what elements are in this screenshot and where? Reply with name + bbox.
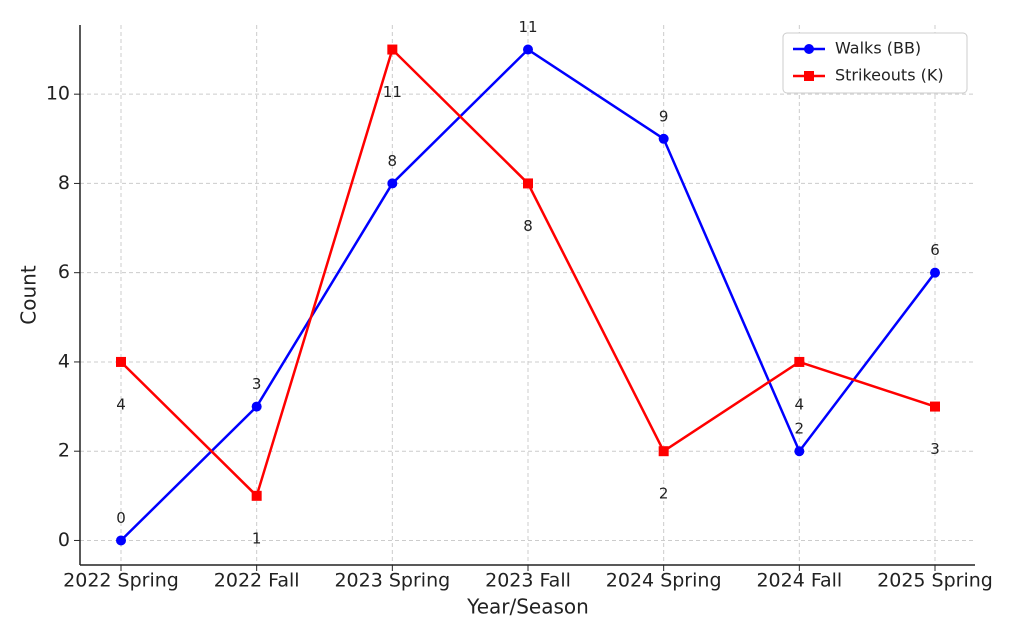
x-tick-label: 2022 Fall	[214, 570, 300, 592]
x-tick-label: 2023 Fall	[485, 570, 571, 592]
data-label: 8	[523, 217, 533, 235]
data-label: 9	[659, 107, 669, 125]
x-tick-label: 2024 Fall	[756, 570, 842, 592]
y-tick-label: 8	[58, 172, 70, 194]
point	[794, 446, 805, 457]
data-label: 4	[116, 395, 126, 413]
x-axis-title: Year/Season	[466, 595, 589, 619]
point	[116, 356, 126, 367]
y-tick-label: 10	[46, 83, 70, 105]
data-label: 2	[795, 420, 805, 438]
point	[804, 44, 814, 54]
data-label: 1	[252, 529, 262, 547]
series: 0 3 8 11 9 2 6	[116, 18, 940, 546]
data-label: 3	[252, 375, 262, 393]
point	[804, 71, 814, 81]
y-tick-label: 0	[58, 529, 70, 551]
point	[658, 446, 669, 457]
legend-label: Strikeouts (K)	[835, 66, 944, 85]
data-label: 11	[518, 18, 537, 36]
y-tick-label: 6	[58, 261, 70, 283]
legend-box	[782, 32, 968, 94]
x-tick-label: 2025 Spring	[877, 570, 993, 592]
point	[930, 267, 940, 278]
data-label: 0	[116, 509, 126, 527]
data-label: 4	[795, 395, 805, 413]
legend: Walks (BB) Strikeouts (K)	[782, 32, 968, 94]
point	[658, 133, 669, 144]
point	[523, 178, 533, 189]
point	[116, 535, 126, 546]
x-tick-label: 2022 Spring	[63, 570, 179, 592]
point	[251, 490, 262, 501]
x-tick-label: 2023 Spring	[334, 570, 450, 592]
data-label: 2	[659, 485, 669, 503]
point	[930, 401, 940, 412]
data-label: 3	[930, 440, 940, 458]
y-axis-title: Count	[17, 265, 41, 325]
y-tick-label: 4	[58, 350, 70, 372]
x-tick-label: 2024 Spring	[606, 570, 722, 592]
y-tick-label: 2	[58, 440, 70, 462]
legend-label: Walks (BB)	[835, 39, 921, 58]
point	[387, 178, 398, 189]
data-label: 6	[930, 241, 940, 259]
data-label: 8	[388, 152, 398, 170]
point	[251, 401, 262, 412]
point	[523, 44, 533, 55]
point	[794, 356, 805, 367]
point	[387, 44, 398, 55]
data-label: 11	[383, 83, 402, 101]
